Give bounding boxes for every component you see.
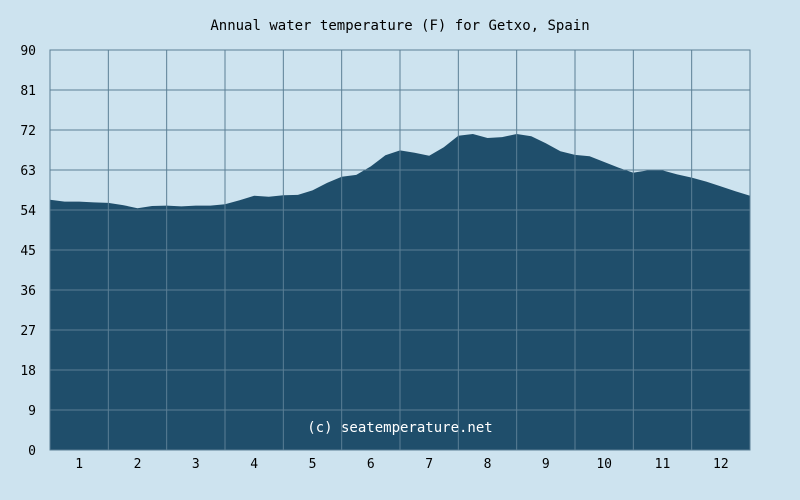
x-tick-label: 12 [713,457,729,472]
y-tick-label: 63 [20,164,36,179]
y-tick-label: 18 [20,364,36,379]
x-tick-label: 5 [309,457,317,472]
y-tick-label: 9 [28,404,36,419]
x-tick-label: 7 [425,457,433,472]
x-tick-label: 9 [542,457,550,472]
x-tick-label: 6 [367,457,375,472]
chart-title: Annual water temperature (F) for Getxo, … [210,18,590,34]
y-tick-label: 72 [20,124,36,139]
x-tick-label: 11 [655,457,671,472]
y-tick-label: 0 [28,444,36,459]
watermark: (c) seatemperature.net [307,420,492,436]
x-tick-label: 2 [134,457,142,472]
x-tick-label: 10 [596,457,612,472]
x-tick-label: 1 [75,457,83,472]
y-tick-label: 36 [20,284,36,299]
y-tick-label: 27 [20,324,36,339]
y-tick-label: 54 [20,204,36,219]
x-tick-label: 8 [484,457,492,472]
y-tick-label: 81 [20,84,36,99]
plot-border [49,49,751,451]
y-tick-label: 45 [20,244,36,259]
x-tick-label: 4 [250,457,258,472]
x-tick-label: 3 [192,457,200,472]
y-tick-label: 90 [20,44,36,59]
